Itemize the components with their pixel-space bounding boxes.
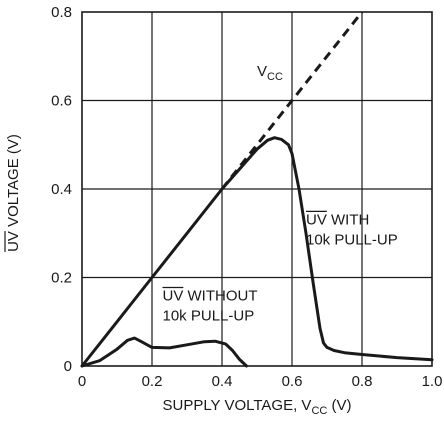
y-axis-label-text: UV VOLTAGE (V) xyxy=(5,134,22,252)
x-axis-label-main: SUPPLY VOLTAGE, V xyxy=(162,397,311,414)
x-tick-label: 0 xyxy=(78,373,86,390)
annotation-uv-with-overbar-text: UV xyxy=(306,211,327,228)
series-layer xyxy=(80,11,434,368)
annotation-uv-without-rest: WITHOUT xyxy=(183,288,257,305)
y-tick-label: 0.2 xyxy=(51,270,72,287)
annotation-uv-without-line1: UV WITHOUT xyxy=(163,288,258,305)
annotation-uv-without: UV WITHOUT 10k PULL-UP xyxy=(162,286,258,325)
y-tick-label: 0.4 xyxy=(51,181,72,198)
annotation-vcc-sub: CC xyxy=(267,71,283,83)
x-axis-label-sub: CC xyxy=(311,405,327,417)
annotation-uv-without-overbar-text: UV xyxy=(163,288,184,305)
plot-frame xyxy=(81,11,433,367)
x-tick-label: 0.4 xyxy=(212,373,233,390)
x-tick-label: 0.2 xyxy=(142,373,163,390)
annotation-vcc: VCC xyxy=(257,63,283,83)
annotation-uv-with-rest: WITH xyxy=(327,211,370,228)
tick-labels: 0 0.2 0.4 0.6 0.8 1.0 0 0.2 0.4 0.6 0.8 xyxy=(51,4,442,390)
x-tick-label: 0.8 xyxy=(352,373,373,390)
series-line-3 xyxy=(80,336,248,368)
x-tick-label: 1.0 xyxy=(422,373,443,390)
annotation-uv-with-line1: UV WITH xyxy=(306,211,369,228)
x-axis-label: SUPPLY VOLTAGE, VCC (V) xyxy=(162,397,351,417)
annotation-uv-without-line2: 10k PULL-UP xyxy=(163,308,255,325)
x-tick-label: 0.6 xyxy=(282,373,303,390)
y-axis-label-overbar-text: UV xyxy=(5,231,22,252)
y-axis-label: UV VOLTAGE (V) xyxy=(4,134,22,252)
x-axis-label-unit: (V) xyxy=(327,397,351,414)
y-tick-label: 0.6 xyxy=(51,93,72,110)
annotation-vcc-v: V xyxy=(257,63,267,80)
annotation-uv-with-line2: 10k PULL-UP xyxy=(306,231,398,248)
annotation-uv-with: UV WITH 10k PULL-UP xyxy=(306,210,398,248)
grid xyxy=(82,12,432,366)
y-tick-label: 0.8 xyxy=(51,4,72,21)
y-tick-label: 0 xyxy=(64,358,72,375)
series-line-1 xyxy=(220,11,364,190)
y-axis-label-rest: VOLTAGE (V) xyxy=(5,134,22,231)
series-line-2 xyxy=(80,136,434,368)
